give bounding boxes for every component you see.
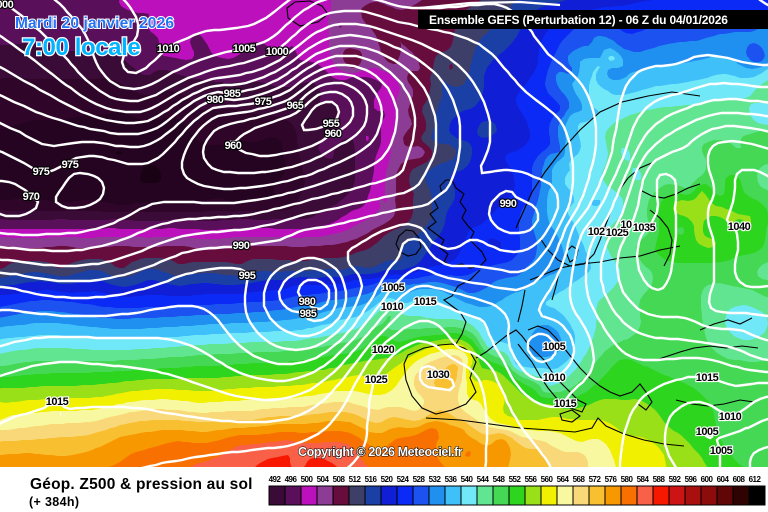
svg-text:960: 960 bbox=[225, 140, 242, 152]
svg-text:1005: 1005 bbox=[543, 341, 566, 353]
svg-text:1025: 1025 bbox=[365, 374, 388, 386]
svg-text:608: 608 bbox=[733, 475, 746, 484]
svg-text:Copyright © 2026 Meteociel.fr: Copyright © 2026 Meteociel.fr bbox=[298, 445, 463, 459]
svg-text:975: 975 bbox=[33, 166, 50, 178]
svg-text:572: 572 bbox=[589, 475, 602, 484]
svg-text:1030: 1030 bbox=[427, 369, 450, 381]
svg-text:960: 960 bbox=[325, 128, 342, 140]
svg-text:1015: 1015 bbox=[46, 396, 69, 408]
svg-text:990: 990 bbox=[500, 198, 517, 210]
svg-text:1010: 1010 bbox=[381, 301, 404, 313]
svg-text:Ensemble GEFS (Perturbation 1: Ensemble GEFS (Perturbation 12) - 06 Z d… bbox=[429, 13, 728, 27]
svg-text:508: 508 bbox=[333, 475, 346, 484]
svg-text:604: 604 bbox=[717, 475, 730, 484]
svg-text:985: 985 bbox=[300, 308, 317, 320]
svg-text:492: 492 bbox=[269, 475, 282, 484]
svg-text:516: 516 bbox=[365, 475, 378, 484]
svg-text:548: 548 bbox=[493, 475, 506, 484]
svg-text:520: 520 bbox=[381, 475, 394, 484]
svg-text:552: 552 bbox=[509, 475, 522, 484]
svg-text:504: 504 bbox=[317, 475, 330, 484]
svg-text:985: 985 bbox=[224, 88, 241, 100]
svg-text:980: 980 bbox=[207, 94, 224, 106]
svg-text:1025: 1025 bbox=[606, 227, 629, 239]
svg-text:564: 564 bbox=[557, 475, 570, 484]
svg-text:Mardi 20 janvier 2026: Mardi 20 janvier 2026 bbox=[15, 15, 174, 32]
svg-text:536: 536 bbox=[445, 475, 458, 484]
svg-text:556: 556 bbox=[525, 475, 538, 484]
svg-text:1021: 1021 bbox=[588, 226, 611, 238]
svg-text:596: 596 bbox=[685, 475, 698, 484]
svg-text:1015: 1015 bbox=[414, 296, 437, 308]
svg-text:524: 524 bbox=[397, 475, 410, 484]
svg-text:612: 612 bbox=[749, 475, 762, 484]
svg-text:1040: 1040 bbox=[728, 221, 751, 233]
svg-text:955: 955 bbox=[323, 118, 340, 130]
svg-text:975: 975 bbox=[255, 96, 272, 108]
svg-text:1005: 1005 bbox=[696, 426, 719, 438]
svg-text:1035: 1035 bbox=[633, 222, 656, 234]
svg-text:568: 568 bbox=[573, 475, 586, 484]
svg-text:1000: 1000 bbox=[266, 46, 289, 58]
svg-text:1020: 1020 bbox=[372, 344, 395, 356]
svg-text:970: 970 bbox=[23, 191, 40, 203]
svg-text:532: 532 bbox=[429, 475, 442, 484]
svg-text:1005: 1005 bbox=[382, 282, 405, 294]
svg-text:540: 540 bbox=[461, 475, 474, 484]
svg-text:560: 560 bbox=[541, 475, 554, 484]
svg-text:584: 584 bbox=[637, 475, 650, 484]
svg-text:975: 975 bbox=[62, 159, 79, 171]
svg-text:528: 528 bbox=[413, 475, 426, 484]
svg-text:1005: 1005 bbox=[233, 43, 256, 55]
svg-text:10: 10 bbox=[620, 219, 632, 231]
svg-text:512: 512 bbox=[349, 475, 362, 484]
svg-text:7:00 locale: 7:00 locale bbox=[22, 34, 140, 61]
svg-text:1010: 1010 bbox=[157, 43, 180, 55]
svg-text:500: 500 bbox=[301, 475, 314, 484]
svg-text:496: 496 bbox=[285, 475, 298, 484]
svg-text:580: 580 bbox=[621, 475, 634, 484]
svg-text:980: 980 bbox=[299, 296, 316, 308]
svg-text:1015: 1015 bbox=[696, 372, 719, 384]
svg-text:965: 965 bbox=[287, 100, 304, 112]
svg-text:995: 995 bbox=[239, 270, 256, 282]
svg-text:1010: 1010 bbox=[543, 372, 566, 384]
svg-text:592: 592 bbox=[669, 475, 682, 484]
svg-text:1005: 1005 bbox=[710, 445, 733, 457]
svg-text:990: 990 bbox=[233, 240, 250, 252]
svg-text:(+ 384h): (+ 384h) bbox=[29, 495, 79, 509]
svg-text:Géop. Z500 & pression au sol: Géop. Z500 & pression au sol bbox=[30, 476, 253, 493]
svg-text:600: 600 bbox=[701, 475, 714, 484]
svg-text:1010: 1010 bbox=[719, 411, 742, 423]
svg-text:544: 544 bbox=[477, 475, 490, 484]
svg-text:588: 588 bbox=[653, 475, 666, 484]
svg-text:1015: 1015 bbox=[554, 398, 577, 410]
svg-text:576: 576 bbox=[605, 475, 618, 484]
svg-text:1000: 1000 bbox=[0, 0, 14, 11]
